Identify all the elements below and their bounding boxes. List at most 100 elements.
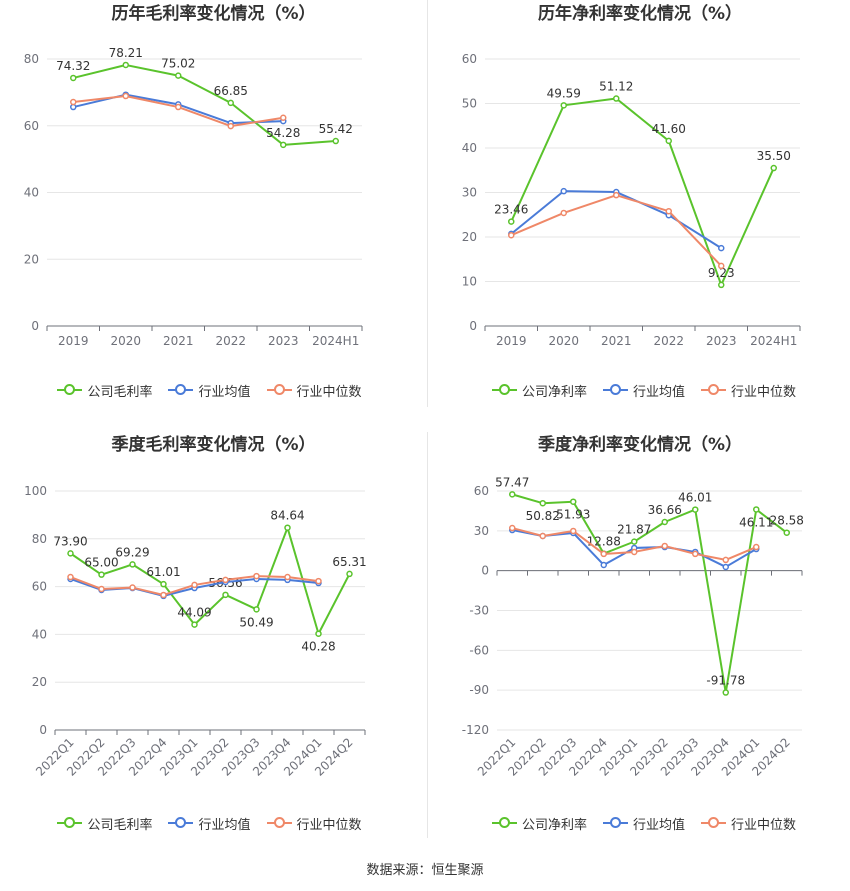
- data-point[interactable]: [570, 527, 577, 535]
- y-tick-label: 20: [24, 252, 39, 266]
- legend-item-company[interactable]: 公司净利率: [491, 381, 587, 400]
- data-point[interactable]: [770, 164, 777, 172]
- data-point[interactable]: [284, 573, 291, 581]
- data-point[interactable]: [160, 580, 167, 588]
- legend-item-industry-median[interactable]: 行业中位数: [701, 814, 796, 833]
- data-point[interactable]: [753, 543, 760, 551]
- data-point[interactable]: [560, 187, 567, 195]
- data-point[interactable]: [509, 491, 516, 498]
- data-point[interactable]: [280, 114, 287, 121]
- data-point[interactable]: [600, 550, 607, 558]
- data-point[interactable]: [346, 570, 353, 578]
- data-point[interactable]: [253, 606, 260, 613]
- data-point[interactable]: [227, 122, 234, 130]
- data-point[interactable]: [661, 542, 668, 550]
- data-point[interactable]: [665, 137, 672, 145]
- data-point[interactable]: [70, 74, 77, 82]
- data-point[interactable]: [613, 191, 620, 199]
- data-point[interactable]: [253, 572, 260, 580]
- legend-item-industry-average[interactable]: 行业均值: [168, 814, 251, 833]
- data-point[interactable]: [692, 550, 699, 558]
- data-point[interactable]: [284, 524, 291, 531]
- data-point[interactable]: [631, 548, 638, 556]
- data-point[interactable]: [315, 577, 322, 585]
- data-point[interactable]: [753, 506, 760, 513]
- data-point[interactable]: [160, 591, 167, 599]
- legend-item-company[interactable]: 公司毛利率: [57, 381, 152, 400]
- legend-label: 行业均值: [198, 384, 251, 400]
- legend-item-industry-average[interactable]: 行业均值: [168, 381, 251, 400]
- data-point[interactable]: [722, 556, 729, 564]
- data-point[interactable]: [722, 563, 729, 571]
- data-label: 51.12: [599, 80, 633, 94]
- data-point[interactable]: [570, 498, 577, 505]
- chart-plot-annual-gross-margin: 0 20 40 60 80 2019 2020 2021 2022 2023 2024H1 74.32…: [24, 46, 363, 348]
- data-point[interactable]: [661, 518, 668, 526]
- data-point[interactable]: [722, 689, 729, 696]
- legend-item-industry-median[interactable]: 行业中位数: [701, 381, 796, 400]
- data-point[interactable]: [718, 281, 725, 289]
- y-tick-label: 20: [32, 675, 47, 689]
- legend-item-company[interactable]: 公司毛利率: [57, 814, 152, 833]
- x-tick-label: 2024H1: [312, 334, 359, 348]
- line-marker-icon: [266, 383, 292, 397]
- data-point[interactable]: [718, 262, 725, 270]
- data-point[interactable]: [783, 529, 790, 536]
- data-point[interactable]: [539, 532, 546, 540]
- data-label: 36.66: [648, 503, 682, 517]
- data-point[interactable]: [718, 244, 725, 252]
- data-point[interactable]: [508, 231, 515, 239]
- y-tick-label: 80: [32, 532, 47, 546]
- data-point[interactable]: [508, 218, 515, 225]
- legend-item-industry-average[interactable]: 行业均值: [602, 814, 685, 833]
- data-point[interactable]: [191, 621, 198, 628]
- data-point[interactable]: [175, 103, 182, 111]
- data-point[interactable]: [122, 92, 129, 100]
- data-source-note: 数据来源：恒生聚源: [366, 863, 484, 878]
- data-point[interactable]: [67, 550, 74, 557]
- data-label: 50.82: [526, 509, 560, 523]
- legend-label: 行业中位数: [296, 817, 362, 833]
- data-point[interactable]: [600, 561, 607, 569]
- data-label: 74.32: [56, 59, 90, 73]
- series-industry-median: [508, 191, 725, 270]
- data-point[interactable]: [665, 207, 672, 215]
- line-marker-icon: [491, 383, 517, 397]
- data-point[interactable]: [560, 102, 567, 109]
- legend-item-industry-median[interactable]: 行业中位数: [266, 381, 362, 400]
- legend-item-industry-average[interactable]: 行业均值: [602, 381, 685, 400]
- data-point[interactable]: [222, 576, 229, 584]
- data-point[interactable]: [692, 506, 699, 513]
- data-point[interactable]: [98, 571, 105, 578]
- data-label: 46.01: [678, 491, 712, 505]
- data-point[interactable]: [129, 584, 136, 591]
- data-point[interactable]: [227, 99, 234, 107]
- legend-item-industry-median[interactable]: 行业中位数: [266, 814, 362, 833]
- data-point[interactable]: [280, 141, 287, 149]
- data-point[interactable]: [67, 573, 74, 581]
- data-point[interactable]: [175, 72, 182, 79]
- chart-title: 季度毛利率变化情况（%）: [111, 435, 316, 455]
- line-marker-icon: [266, 816, 292, 830]
- data-point[interactable]: [631, 538, 638, 545]
- data-point[interactable]: [539, 499, 546, 507]
- data-point[interactable]: [222, 591, 229, 599]
- data-point[interactable]: [332, 137, 339, 145]
- data-point[interactable]: [129, 561, 136, 568]
- data-point[interactable]: [315, 630, 322, 637]
- data-point[interactable]: [122, 61, 129, 69]
- line-marker-icon: [602, 383, 628, 397]
- legend-item-company[interactable]: 公司净利率: [491, 814, 587, 833]
- data-point[interactable]: [613, 95, 620, 102]
- data-point[interactable]: [509, 524, 516, 532]
- data-point[interactable]: [560, 209, 567, 217]
- chart-panel-annual-gross-margin: 历年毛利率变化情况（%） 公司毛利率 行业均值 行业中位数: [2, 0, 425, 410]
- data-label: 12.88: [587, 535, 621, 549]
- chart-legend: 公司净利率 行业均值 行业中位数: [438, 813, 850, 833]
- legend-label: 行业中位数: [731, 384, 797, 400]
- data-point[interactable]: [98, 585, 105, 593]
- data-point[interactable]: [70, 98, 77, 106]
- data-point[interactable]: [191, 581, 198, 589]
